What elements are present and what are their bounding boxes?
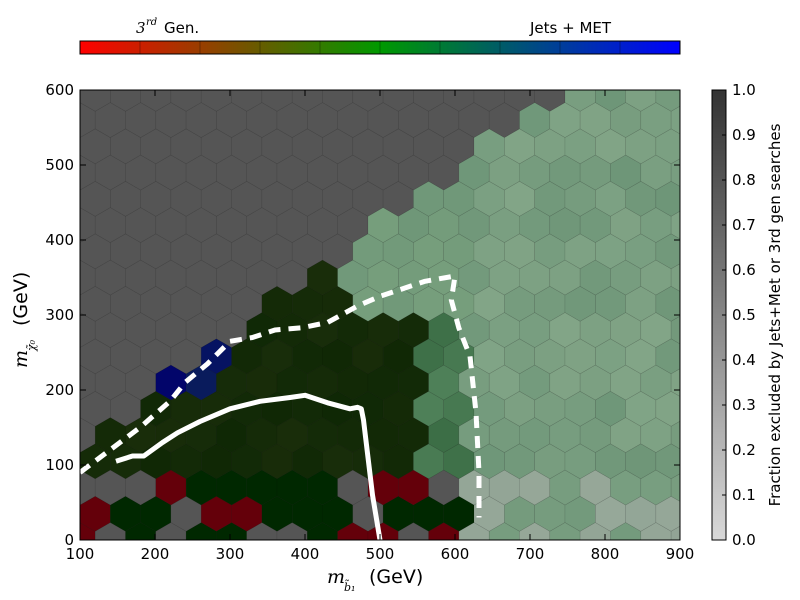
- hex-cell: [670, 368, 680, 397]
- hue-left-label-sup: rd: [146, 17, 157, 28]
- colorbar-tick-label: 1.0: [732, 81, 756, 99]
- hex-cell: [35, 103, 65, 138]
- y-tick-label: 500: [45, 156, 74, 174]
- hue-right-label: Jets + MET: [529, 19, 612, 37]
- hex-cell: [35, 470, 65, 505]
- y-tick-label: 0: [64, 531, 74, 549]
- hex-cell: [670, 315, 680, 345]
- colorbar-tick-label: 0.5: [732, 306, 756, 324]
- colorbar-tick-label: 0.3: [732, 396, 756, 414]
- x-axis-label-main: m: [327, 566, 345, 588]
- y-axis-label: m χ̃₀ (GeV): [10, 272, 38, 368]
- y-axis-label-unit: (GeV): [10, 272, 32, 326]
- y-axis-ticks: 0 100 200 300 400 500 600: [45, 81, 680, 549]
- hex-cell: [670, 210, 680, 240]
- hex-cell: [35, 418, 65, 453]
- colorbar-tick-label: 0.6: [732, 261, 756, 279]
- y-axis-label-sub: χ̃₀: [25, 339, 38, 352]
- colorbar-tick-label: 0.1: [732, 486, 756, 504]
- y-tick-label: 600: [45, 81, 74, 99]
- y-tick-label: 100: [45, 456, 74, 474]
- hex-cell: [80, 347, 81, 366]
- hex-cell: [80, 189, 81, 208]
- hex-cell: [35, 523, 65, 558]
- x-tick-label: 500: [366, 545, 395, 563]
- y-tick-label: 300: [45, 306, 74, 324]
- exclusion-lines: [80, 273, 482, 540]
- colorbar-tick-label: 0.2: [732, 441, 756, 459]
- colorbar-ticks: 0.0 0.1 0.2 0.3 0.4 0.5 0.6 0.7 0.8 0.9 1.0: [722, 81, 756, 549]
- x-axis-ticks: 100 200 300 400 500 600 700 800 900: [66, 90, 695, 563]
- x-tick-label: 700: [516, 545, 545, 563]
- colorbar-tick-label: 0.9: [732, 126, 756, 144]
- colorbar-tick-label: 0.8: [732, 171, 756, 189]
- colorbar-tick-label: 0.4: [732, 351, 756, 369]
- x-tick-label: 300: [216, 545, 245, 563]
- exclusion-line-solid: [115, 392, 383, 540]
- x-tick-label: 900: [666, 545, 695, 563]
- colorbar-label: Fraction excluded by Jets+Met or 3rd gen…: [766, 123, 784, 506]
- hex-cell: [35, 260, 65, 295]
- y-tick-label: 200: [45, 381, 74, 399]
- y-tick-label: 400: [45, 231, 74, 249]
- hex-cell: [80, 504, 81, 523]
- x-axis-label-sub: b̃₁: [344, 580, 355, 594]
- plot-area: 100 200 300 400 500 600 700 800 900 010020030040…: [35, 81, 695, 563]
- x-tick-label: 100: [66, 545, 95, 563]
- hex-cell: [670, 105, 680, 135]
- hue-scale: 3 rd Gen. Jets + MET: [79, 17, 681, 55]
- hex-cell: [80, 522, 96, 540]
- y-axis-label-main: m: [10, 350, 32, 368]
- hue-scale-ticks: [139, 41, 621, 54]
- hex-cell: [670, 473, 680, 502]
- hex-cell: [655, 90, 680, 112]
- hex-cell: [670, 263, 680, 292]
- hue-left-label-rest: Gen.: [164, 19, 199, 37]
- hex-cell: [670, 420, 680, 450]
- colorbar: 0.0 0.1 0.2 0.3 0.4 0.5 0.6 0.7 0.8 0.9 1.0 Fracti…: [711, 81, 784, 549]
- exclusion-line-dashed: [80, 273, 482, 518]
- hexbin-cells: [35, 90, 680, 558]
- x-axis-label-unit: (GeV): [369, 566, 423, 588]
- colorbar-tick-label: 0.7: [732, 216, 756, 234]
- x-tick-label: 600: [441, 545, 470, 563]
- x-tick-label: 200: [141, 545, 170, 563]
- hue-left-label-base: 3: [136, 19, 146, 37]
- hex-cell: [670, 158, 680, 187]
- x-tick-label: 800: [591, 545, 620, 563]
- hex-cell: [670, 525, 680, 540]
- x-axis-label: m b̃₁ (GeV): [327, 566, 423, 594]
- x-tick-label: 400: [291, 545, 320, 563]
- colorbar-tick-label: 0.0: [732, 531, 756, 549]
